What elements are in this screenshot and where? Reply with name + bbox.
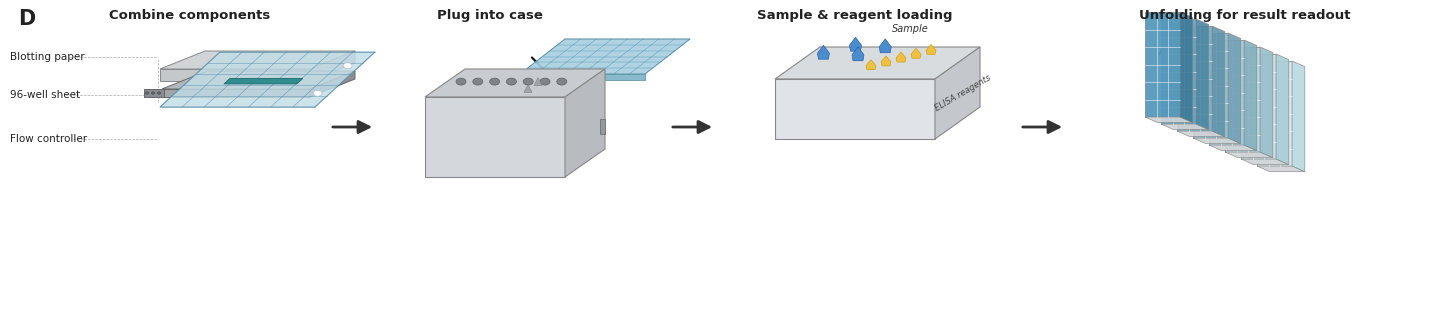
Polygon shape — [1228, 33, 1241, 144]
Ellipse shape — [456, 78, 466, 85]
Ellipse shape — [473, 78, 483, 85]
Polygon shape — [1213, 26, 1226, 137]
Polygon shape — [533, 78, 542, 86]
Polygon shape — [160, 52, 375, 107]
Polygon shape — [1276, 54, 1288, 165]
Ellipse shape — [489, 78, 499, 85]
Polygon shape — [1145, 117, 1193, 123]
Polygon shape — [1257, 61, 1291, 166]
Polygon shape — [1161, 124, 1208, 130]
Polygon shape — [1177, 26, 1213, 131]
Polygon shape — [1180, 12, 1193, 123]
Polygon shape — [1241, 54, 1276, 159]
Polygon shape — [521, 39, 691, 74]
Text: Combine components: Combine components — [109, 9, 270, 22]
Polygon shape — [601, 119, 605, 134]
Polygon shape — [1226, 152, 1273, 158]
Polygon shape — [162, 71, 355, 89]
Text: Unfolding for result readout: Unfolding for result readout — [1140, 9, 1351, 22]
Polygon shape — [1145, 12, 1180, 117]
Polygon shape — [1260, 47, 1273, 158]
Text: D: D — [19, 9, 36, 29]
Polygon shape — [144, 89, 164, 97]
Polygon shape — [927, 44, 937, 55]
Text: ELISA reagents: ELISA reagents — [932, 73, 992, 113]
Polygon shape — [867, 60, 877, 70]
Ellipse shape — [523, 78, 533, 85]
Text: Plug into case: Plug into case — [438, 9, 543, 22]
Polygon shape — [1193, 33, 1228, 138]
Polygon shape — [881, 56, 891, 66]
Polygon shape — [1226, 47, 1260, 152]
Polygon shape — [1208, 40, 1244, 145]
Polygon shape — [521, 74, 645, 80]
Polygon shape — [775, 47, 980, 79]
Polygon shape — [1195, 19, 1208, 130]
Ellipse shape — [146, 92, 149, 94]
Text: Sample: Sample — [892, 24, 930, 34]
Polygon shape — [818, 45, 829, 59]
Polygon shape — [160, 69, 310, 81]
Polygon shape — [425, 97, 565, 177]
Text: 96-well sheet: 96-well sheet — [10, 90, 80, 100]
Polygon shape — [897, 52, 907, 62]
Polygon shape — [1241, 159, 1288, 165]
Polygon shape — [1244, 40, 1257, 151]
Ellipse shape — [343, 63, 352, 69]
Polygon shape — [1208, 145, 1257, 151]
Polygon shape — [1257, 166, 1304, 171]
Text: Blotting paper: Blotting paper — [10, 52, 84, 62]
Polygon shape — [160, 51, 355, 69]
Ellipse shape — [313, 90, 322, 96]
Polygon shape — [1161, 19, 1195, 124]
Polygon shape — [565, 69, 605, 177]
Ellipse shape — [556, 78, 566, 85]
Text: Sample & reagent loading: Sample & reagent loading — [758, 9, 952, 22]
Text: Flow controller: Flow controller — [10, 134, 87, 144]
Ellipse shape — [506, 78, 516, 85]
Polygon shape — [1177, 131, 1226, 137]
Polygon shape — [162, 89, 310, 97]
Polygon shape — [225, 78, 303, 84]
Ellipse shape — [541, 78, 551, 85]
Polygon shape — [310, 71, 355, 97]
Polygon shape — [1291, 61, 1304, 171]
Polygon shape — [911, 48, 921, 58]
Polygon shape — [879, 39, 891, 53]
Polygon shape — [849, 37, 861, 51]
Polygon shape — [852, 47, 864, 61]
Polygon shape — [935, 47, 980, 139]
Ellipse shape — [157, 92, 160, 94]
Polygon shape — [523, 85, 532, 93]
Polygon shape — [1193, 138, 1241, 144]
Ellipse shape — [152, 92, 154, 94]
Polygon shape — [425, 69, 605, 97]
Polygon shape — [310, 51, 355, 81]
Polygon shape — [775, 79, 935, 139]
